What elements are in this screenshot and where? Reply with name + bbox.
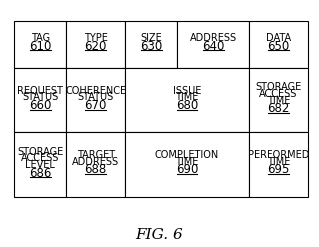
Text: STORAGE: STORAGE xyxy=(255,82,301,92)
Text: TIME: TIME xyxy=(175,157,199,167)
Text: 695: 695 xyxy=(267,163,290,176)
Text: TIME: TIME xyxy=(267,96,290,106)
Text: STATUS: STATUS xyxy=(78,92,114,103)
Text: 630: 630 xyxy=(140,40,162,53)
Text: TIME: TIME xyxy=(267,157,290,167)
Bar xyxy=(125,132,249,197)
Text: ADDRESS: ADDRESS xyxy=(72,157,119,167)
Bar xyxy=(14,132,66,197)
Text: ACCESS: ACCESS xyxy=(259,89,298,99)
Text: FIG. 6: FIG. 6 xyxy=(136,228,183,242)
Text: TARGET: TARGET xyxy=(77,150,115,160)
Text: TAG: TAG xyxy=(31,33,50,43)
Text: 620: 620 xyxy=(85,40,107,53)
Text: 640: 640 xyxy=(202,40,224,53)
Bar xyxy=(66,21,125,68)
Bar xyxy=(66,132,125,197)
Text: 686: 686 xyxy=(29,167,51,180)
Bar xyxy=(14,21,66,68)
Text: TYPE: TYPE xyxy=(84,33,108,43)
Bar xyxy=(177,21,249,68)
Text: 670: 670 xyxy=(85,99,107,112)
Text: PERFORMED: PERFORMED xyxy=(248,150,309,160)
Bar xyxy=(125,68,249,132)
Text: 680: 680 xyxy=(176,99,198,112)
Text: ISSUE: ISSUE xyxy=(173,86,201,96)
Text: ADDRESS: ADDRESS xyxy=(189,33,237,43)
Bar xyxy=(14,68,66,132)
Bar xyxy=(125,21,177,68)
Text: COHERENCE: COHERENCE xyxy=(65,86,126,96)
Text: 690: 690 xyxy=(176,163,198,176)
Text: STORAGE: STORAGE xyxy=(17,146,63,157)
Text: 650: 650 xyxy=(267,40,290,53)
Text: 660: 660 xyxy=(29,99,51,112)
Text: REQUEST: REQUEST xyxy=(17,86,63,96)
Bar xyxy=(249,21,308,68)
Text: COMPLETION: COMPLETION xyxy=(155,150,219,160)
Text: ACCESS: ACCESS xyxy=(21,153,59,163)
Bar xyxy=(249,68,308,132)
Text: 688: 688 xyxy=(85,163,107,176)
Text: LEVEL: LEVEL xyxy=(25,160,55,170)
Text: 610: 610 xyxy=(29,40,51,53)
Text: DATA: DATA xyxy=(266,33,291,43)
Bar xyxy=(249,132,308,197)
Text: SIZE: SIZE xyxy=(140,33,162,43)
Text: STATUS: STATUS xyxy=(22,92,58,103)
Text: 682: 682 xyxy=(267,103,290,115)
Bar xyxy=(66,68,125,132)
Text: TIME: TIME xyxy=(175,92,199,103)
